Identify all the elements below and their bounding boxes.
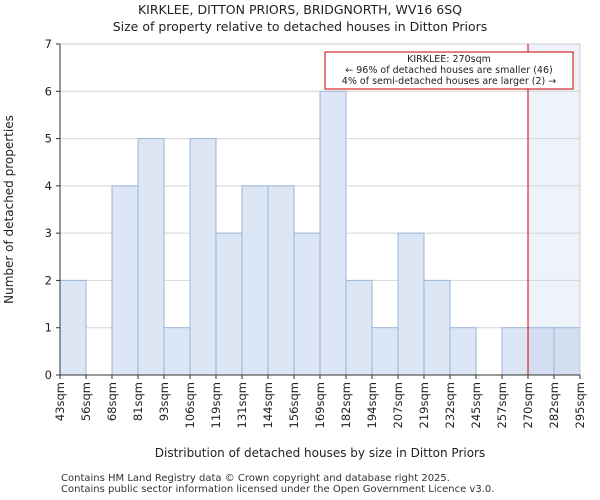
footer-licence: Contains public sector information licen… — [61, 484, 495, 495]
bar-169sqm — [319, 90, 347, 376]
bar-282sqm — [553, 327, 581, 376]
y-tick-label: 1 — [45, 321, 52, 335]
shaded-region — [528, 44, 580, 375]
bar-182sqm — [345, 279, 373, 376]
y-tick-label: 3 — [45, 226, 52, 240]
y-tick-label: 6 — [45, 84, 52, 98]
bar-194sqm — [371, 327, 399, 376]
x-axis-label: Distribution of detached houses by size … — [155, 446, 485, 460]
annotation-line-2: ← 96% of detached houses are smaller (46… — [345, 65, 552, 76]
x-tick-label: 43sqm — [53, 382, 67, 421]
x-tick-label: 194sqm — [365, 382, 379, 428]
bar-119sqm — [215, 232, 243, 376]
footer-copyright: Contains HM Land Registry data © Crown c… — [61, 473, 450, 484]
bar-68sqm — [111, 185, 139, 376]
bar-207sqm — [397, 232, 425, 376]
x-tick-label: 68sqm — [105, 382, 119, 421]
bar-81sqm — [137, 138, 165, 376]
bar-106sqm — [189, 138, 217, 376]
x-tick-label: 169sqm — [313, 382, 327, 428]
x-tick-label: 257sqm — [495, 382, 509, 428]
y-tick-label: 4 — [45, 179, 52, 193]
x-tick-label: 106sqm — [183, 382, 197, 428]
bar-144sqm — [267, 185, 295, 376]
chart-title: KIRKLEE, DITTON PRIORS, BRIDGNORTH, WV16… — [137, 2, 463, 17]
x-tick-label: 56sqm — [79, 382, 93, 421]
x-tick-label: 282sqm — [547, 382, 561, 428]
y-axis-label: Number of detached properties — [2, 115, 16, 304]
bar-131sqm — [241, 185, 269, 376]
x-tick-label: 156sqm — [287, 382, 301, 428]
x-tick-label: 131sqm — [235, 382, 249, 428]
x-tick-label: 93sqm — [157, 382, 171, 421]
annotation-line-3: 4% of semi-detached houses are larger (2… — [342, 76, 556, 87]
y-tick-label: 0 — [45, 368, 52, 382]
x-tick-label: 270sqm — [521, 382, 535, 428]
annotation-border — [324, 51, 574, 90]
chart-subtitle: Size of property relative to detached ho… — [112, 19, 488, 34]
annotation-line-1: KIRKLEE: 270sqm — [407, 54, 491, 65]
x-tick-label: 182sqm — [339, 382, 353, 428]
bar-257sqm — [501, 327, 529, 376]
x-tick-label: 81sqm — [131, 382, 145, 421]
bar-219sqm — [423, 279, 451, 376]
x-tick-label: 119sqm — [209, 382, 223, 428]
bar-232sqm — [449, 327, 477, 376]
bar-93sqm — [163, 327, 191, 376]
bar-270sqm — [527, 327, 555, 376]
x-tick-label: 232sqm — [443, 382, 457, 428]
x-tick-label: 295sqm — [573, 382, 587, 428]
x-tick-label: 144sqm — [261, 382, 275, 428]
bar-156sqm — [293, 232, 321, 376]
annotation-box: KIRKLEE: 270sqm ← 96% of detached houses… — [324, 51, 574, 90]
x-tick-label: 219sqm — [417, 382, 431, 428]
y-tick-label: 2 — [45, 273, 52, 287]
y-tick-label: 7 — [45, 37, 52, 51]
x-tick-label: 207sqm — [391, 382, 405, 428]
x-tick-label: 245sqm — [469, 382, 483, 428]
bar-43sqm — [59, 279, 87, 376]
y-tick-label: 5 — [45, 132, 52, 146]
